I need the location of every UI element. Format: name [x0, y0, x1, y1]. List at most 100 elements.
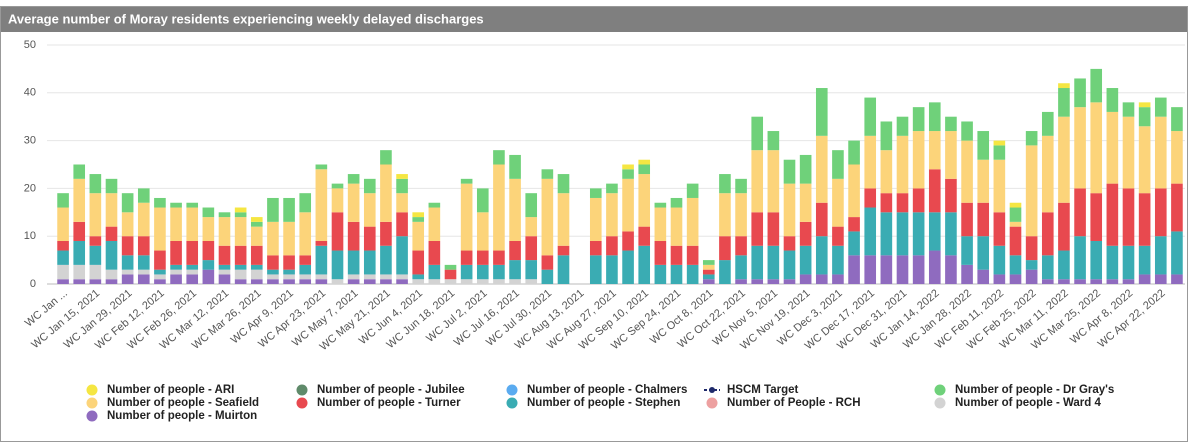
bar-segment — [170, 207, 182, 241]
bar-segment — [864, 97, 877, 136]
bar-segment — [380, 221, 392, 246]
bar-segment — [541, 169, 554, 179]
bar-segment — [945, 178, 957, 213]
bar-segment — [1138, 102, 1151, 108]
bar-segment — [945, 116, 957, 132]
bar-segment — [186, 269, 199, 275]
bar-segment — [315, 274, 328, 280]
bar-segment — [396, 236, 408, 275]
bar-segment — [589, 188, 602, 198]
bar-segment — [606, 255, 618, 284]
bar-segment — [1009, 202, 1022, 208]
bar-segment — [315, 240, 328, 246]
bar-segment — [186, 274, 199, 284]
bar-segment — [606, 236, 618, 256]
bar-segment — [767, 279, 780, 284]
legend-marker — [706, 397, 718, 409]
bar-segment — [1122, 279, 1135, 284]
bar-segment — [1171, 107, 1183, 132]
bar-segment — [1171, 231, 1183, 275]
bar-segment — [815, 135, 828, 203]
legend-label: Number of people - Dr Gray's — [955, 384, 1114, 396]
bar-segment — [961, 121, 973, 141]
bar-segment — [218, 274, 231, 284]
bar-segment — [202, 207, 215, 218]
bar-segment — [396, 193, 408, 213]
bar-segment — [476, 188, 489, 213]
bar-segment — [912, 131, 925, 189]
bar-segment — [331, 188, 344, 213]
bar-segment — [460, 250, 473, 265]
bar-segment — [105, 193, 118, 227]
legend-label: Number of people - Muirton — [107, 410, 257, 422]
bar-segment — [283, 255, 295, 270]
legend-label: Number of People - RCH — [727, 397, 861, 409]
bar-segment — [315, 279, 328, 284]
bar-segment — [1025, 236, 1038, 261]
bar-segment — [993, 145, 1006, 160]
bar-segment — [751, 212, 764, 246]
bar-segment — [606, 193, 618, 237]
bar-segment — [557, 245, 570, 256]
legend-label: Number of people - Stephen — [527, 397, 680, 409]
bar-segment — [121, 255, 134, 270]
bar-segment — [719, 260, 731, 284]
bar-segment — [1009, 274, 1022, 284]
bar-segment — [267, 274, 279, 280]
legend-marker — [934, 384, 946, 396]
bar-segment — [476, 212, 489, 251]
bar-segment — [799, 154, 812, 184]
bar-segment — [832, 274, 844, 284]
bar-segment — [154, 197, 166, 208]
bar-segment — [525, 279, 538, 284]
bar-segment — [928, 212, 941, 251]
bar-segment — [832, 178, 844, 227]
bar-segment — [218, 217, 231, 246]
bar-segment — [1090, 240, 1103, 280]
bar-segment — [1058, 202, 1070, 251]
bar-segment — [1074, 78, 1086, 108]
bar-segment — [928, 102, 941, 132]
bar-segment — [719, 193, 731, 237]
y-tick-label: 0 — [30, 278, 36, 290]
bar-segment — [686, 183, 699, 198]
bar-segment — [509, 178, 521, 241]
bar-segment — [476, 264, 489, 280]
bar-segment — [977, 202, 990, 237]
bar-segment — [961, 202, 973, 237]
bar-segment — [638, 245, 651, 284]
bar-segment — [428, 240, 441, 265]
bar-segment — [589, 197, 602, 241]
bar-segment — [525, 217, 538, 237]
bar-segment — [250, 279, 263, 284]
bar-segment — [57, 193, 69, 208]
bar-segment — [961, 140, 973, 203]
y-tick-label: 50 — [24, 39, 36, 51]
bar-segment — [880, 150, 893, 194]
bar-segment — [735, 193, 747, 237]
bar-segment — [1154, 97, 1167, 117]
bar-segment — [509, 240, 521, 261]
bar-segment — [186, 264, 199, 270]
bar-segment — [880, 121, 893, 151]
bar-segment — [250, 264, 263, 270]
bar-segment — [702, 269, 715, 275]
bar-segment — [170, 202, 182, 208]
bar-segment — [89, 193, 102, 237]
bar-segment — [202, 217, 215, 241]
legend-marker — [296, 397, 308, 409]
bar-segment — [121, 236, 134, 256]
bar-segment — [460, 183, 473, 251]
bar-segment — [428, 279, 441, 284]
bar-segment — [105, 279, 118, 284]
bar-segment — [1041, 135, 1054, 213]
legend-label: Number of people - ARI — [107, 384, 234, 396]
bar-segment — [137, 202, 150, 237]
bar-segment — [412, 221, 425, 251]
bar-segment — [154, 250, 166, 270]
bar-segment — [557, 174, 570, 194]
bar-segment — [89, 264, 102, 280]
bar-segment — [1138, 193, 1151, 246]
bar-segment — [638, 226, 651, 246]
bar-segment — [170, 264, 182, 270]
